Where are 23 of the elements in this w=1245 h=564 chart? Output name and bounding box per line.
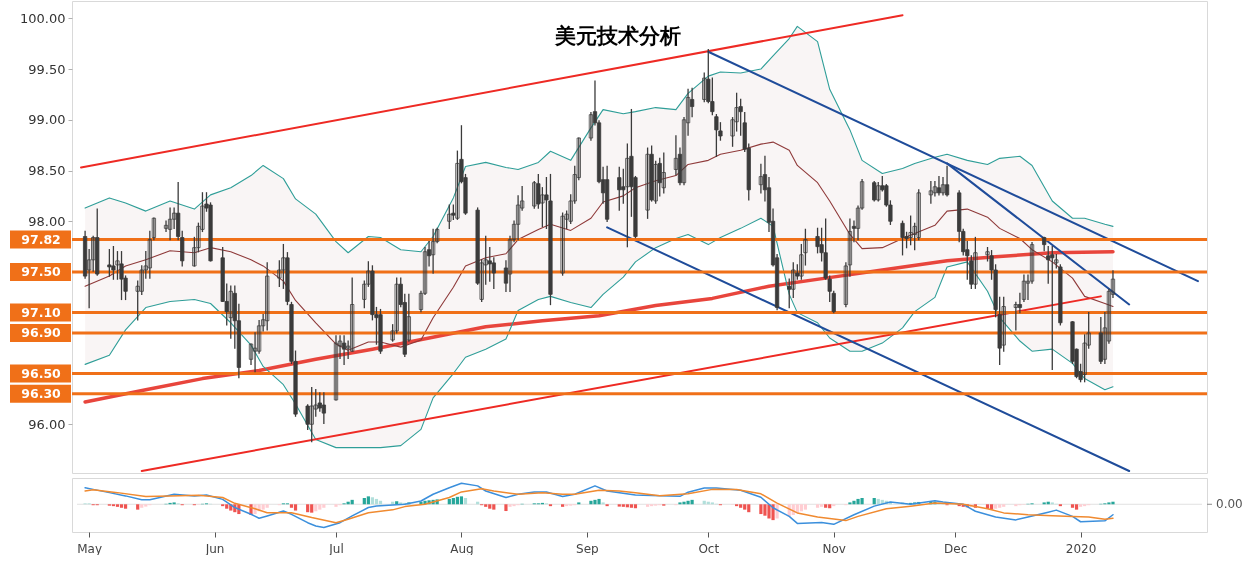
y-tick-label: 99.50 bbox=[28, 61, 66, 77]
ref-line-label: 96.90 bbox=[21, 324, 62, 340]
x-tick-label: Oct bbox=[698, 541, 720, 556]
x-tick-label: Dec bbox=[944, 541, 968, 556]
ref-line-label: 96.30 bbox=[21, 385, 62, 401]
y-tick-label: 99.00 bbox=[28, 112, 66, 128]
y-tick-label: 98.50 bbox=[28, 163, 66, 179]
y-tick-label: 98.00 bbox=[28, 213, 66, 229]
x-tick-label: Jul bbox=[328, 541, 344, 556]
text: 美元技术分析 bbox=[553, 24, 681, 48]
x-tick-label: Jun bbox=[204, 541, 225, 556]
x-tick-label: Aug bbox=[450, 541, 474, 556]
x-tick-label: Nov bbox=[822, 541, 846, 556]
text: 0.00 bbox=[1216, 497, 1243, 512]
y-tick-label: 96.00 bbox=[28, 416, 66, 432]
x-tick-label: Sep bbox=[576, 541, 599, 556]
ref-line-label: 97.82 bbox=[21, 231, 61, 247]
ref-line-label: 96.50 bbox=[21, 365, 62, 381]
ref-line-label: 97.10 bbox=[21, 304, 62, 320]
x-tick-label: May bbox=[77, 541, 103, 556]
x-tick-label: 2020 bbox=[1065, 541, 1097, 556]
ref-line-label: 97.50 bbox=[21, 264, 62, 280]
y-tick-label: 100.00 bbox=[20, 10, 66, 26]
